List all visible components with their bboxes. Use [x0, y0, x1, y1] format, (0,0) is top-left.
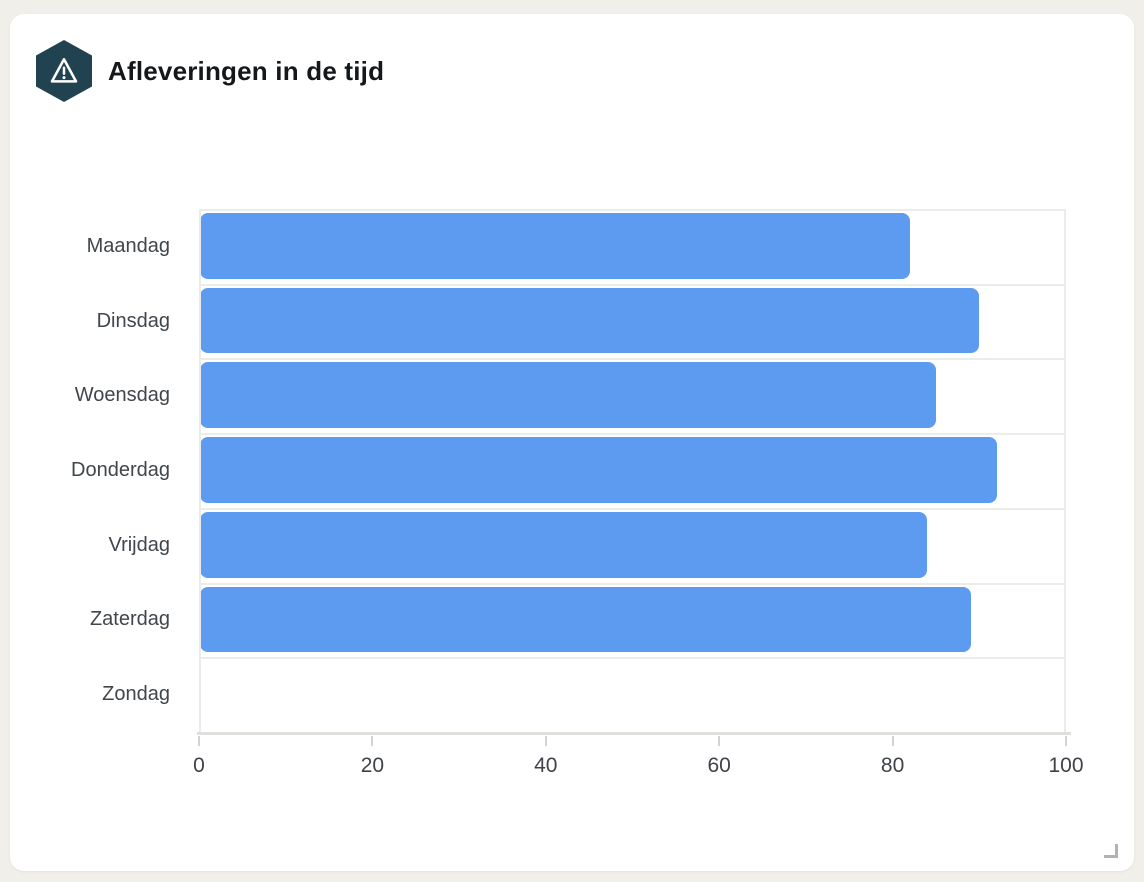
x-axis-tick-label-0: 0 — [193, 754, 205, 777]
gridline-horizontal — [199, 507, 1066, 510]
y-axis-line — [199, 209, 201, 732]
y-axis-label-maandag: Maandag — [86, 234, 170, 257]
x-axis-tick-label-20: 20 — [360, 754, 385, 777]
gridline-horizontal — [199, 209, 1066, 211]
bar-zaterdag[interactable] — [200, 586, 971, 653]
x-axis-line — [197, 732, 1071, 735]
y-axis-labels: Maandag Dinsdag Woensdag Donderdag Vrijdag Za… — [30, 209, 170, 732]
y-axis-label-vrijdag: Vrijdag — [108, 533, 170, 556]
gridline-vertical-100 — [1064, 209, 1066, 732]
y-axis-label-donderdag: Donderdag — [71, 458, 170, 481]
warning-triangle-icon — [50, 58, 78, 83]
gridline-horizontal — [199, 582, 1066, 585]
x-axis-tick — [718, 736, 721, 746]
x-axis-tick-label-80: 80 — [880, 754, 905, 777]
bar-vrijdag[interactable] — [200, 511, 928, 578]
gridline-horizontal — [199, 657, 1066, 660]
x-axis-tick — [1065, 736, 1067, 746]
bar-maandag[interactable] — [200, 213, 910, 279]
gridline-horizontal — [199, 283, 1066, 286]
x-axis-tick — [544, 736, 547, 746]
gridline-horizontal — [199, 433, 1066, 436]
x-axis-tick — [891, 736, 894, 746]
bar-dinsdag[interactable] — [200, 287, 980, 354]
x-axis-tick-label-40: 40 — [534, 754, 558, 777]
chart-title: Afleveringen in de tijd — [108, 56, 385, 86]
warning-hexagon-icon — [36, 40, 92, 102]
chart-card: Afleveringen in de tijd Maandag Dinsdag Wo… — [10, 14, 1134, 871]
x-axis-tick — [371, 736, 374, 746]
bar-woensdag[interactable] — [200, 362, 936, 429]
x-axis-tick-label-60: 60 — [707, 754, 731, 777]
y-axis-label-zaterdag: Zaterdag — [89, 608, 170, 631]
x-axis-tick-label-100: 100 — [1048, 754, 1084, 777]
y-axis-label-woensdag: Woensdag — [74, 384, 170, 407]
y-axis-label-zondag: Zondag — [102, 683, 170, 706]
resize-corner-handle[interactable] — [1104, 844, 1118, 858]
y-axis-label-dinsdag: Dinsdag — [96, 309, 170, 332]
x-axis-tick — [198, 736, 200, 746]
bar-donderdag[interactable] — [200, 437, 997, 503]
bar-chart-plot-area: 0 20 40 60 80 100 — [193, 209, 1084, 777]
gridline-horizontal — [199, 358, 1066, 361]
